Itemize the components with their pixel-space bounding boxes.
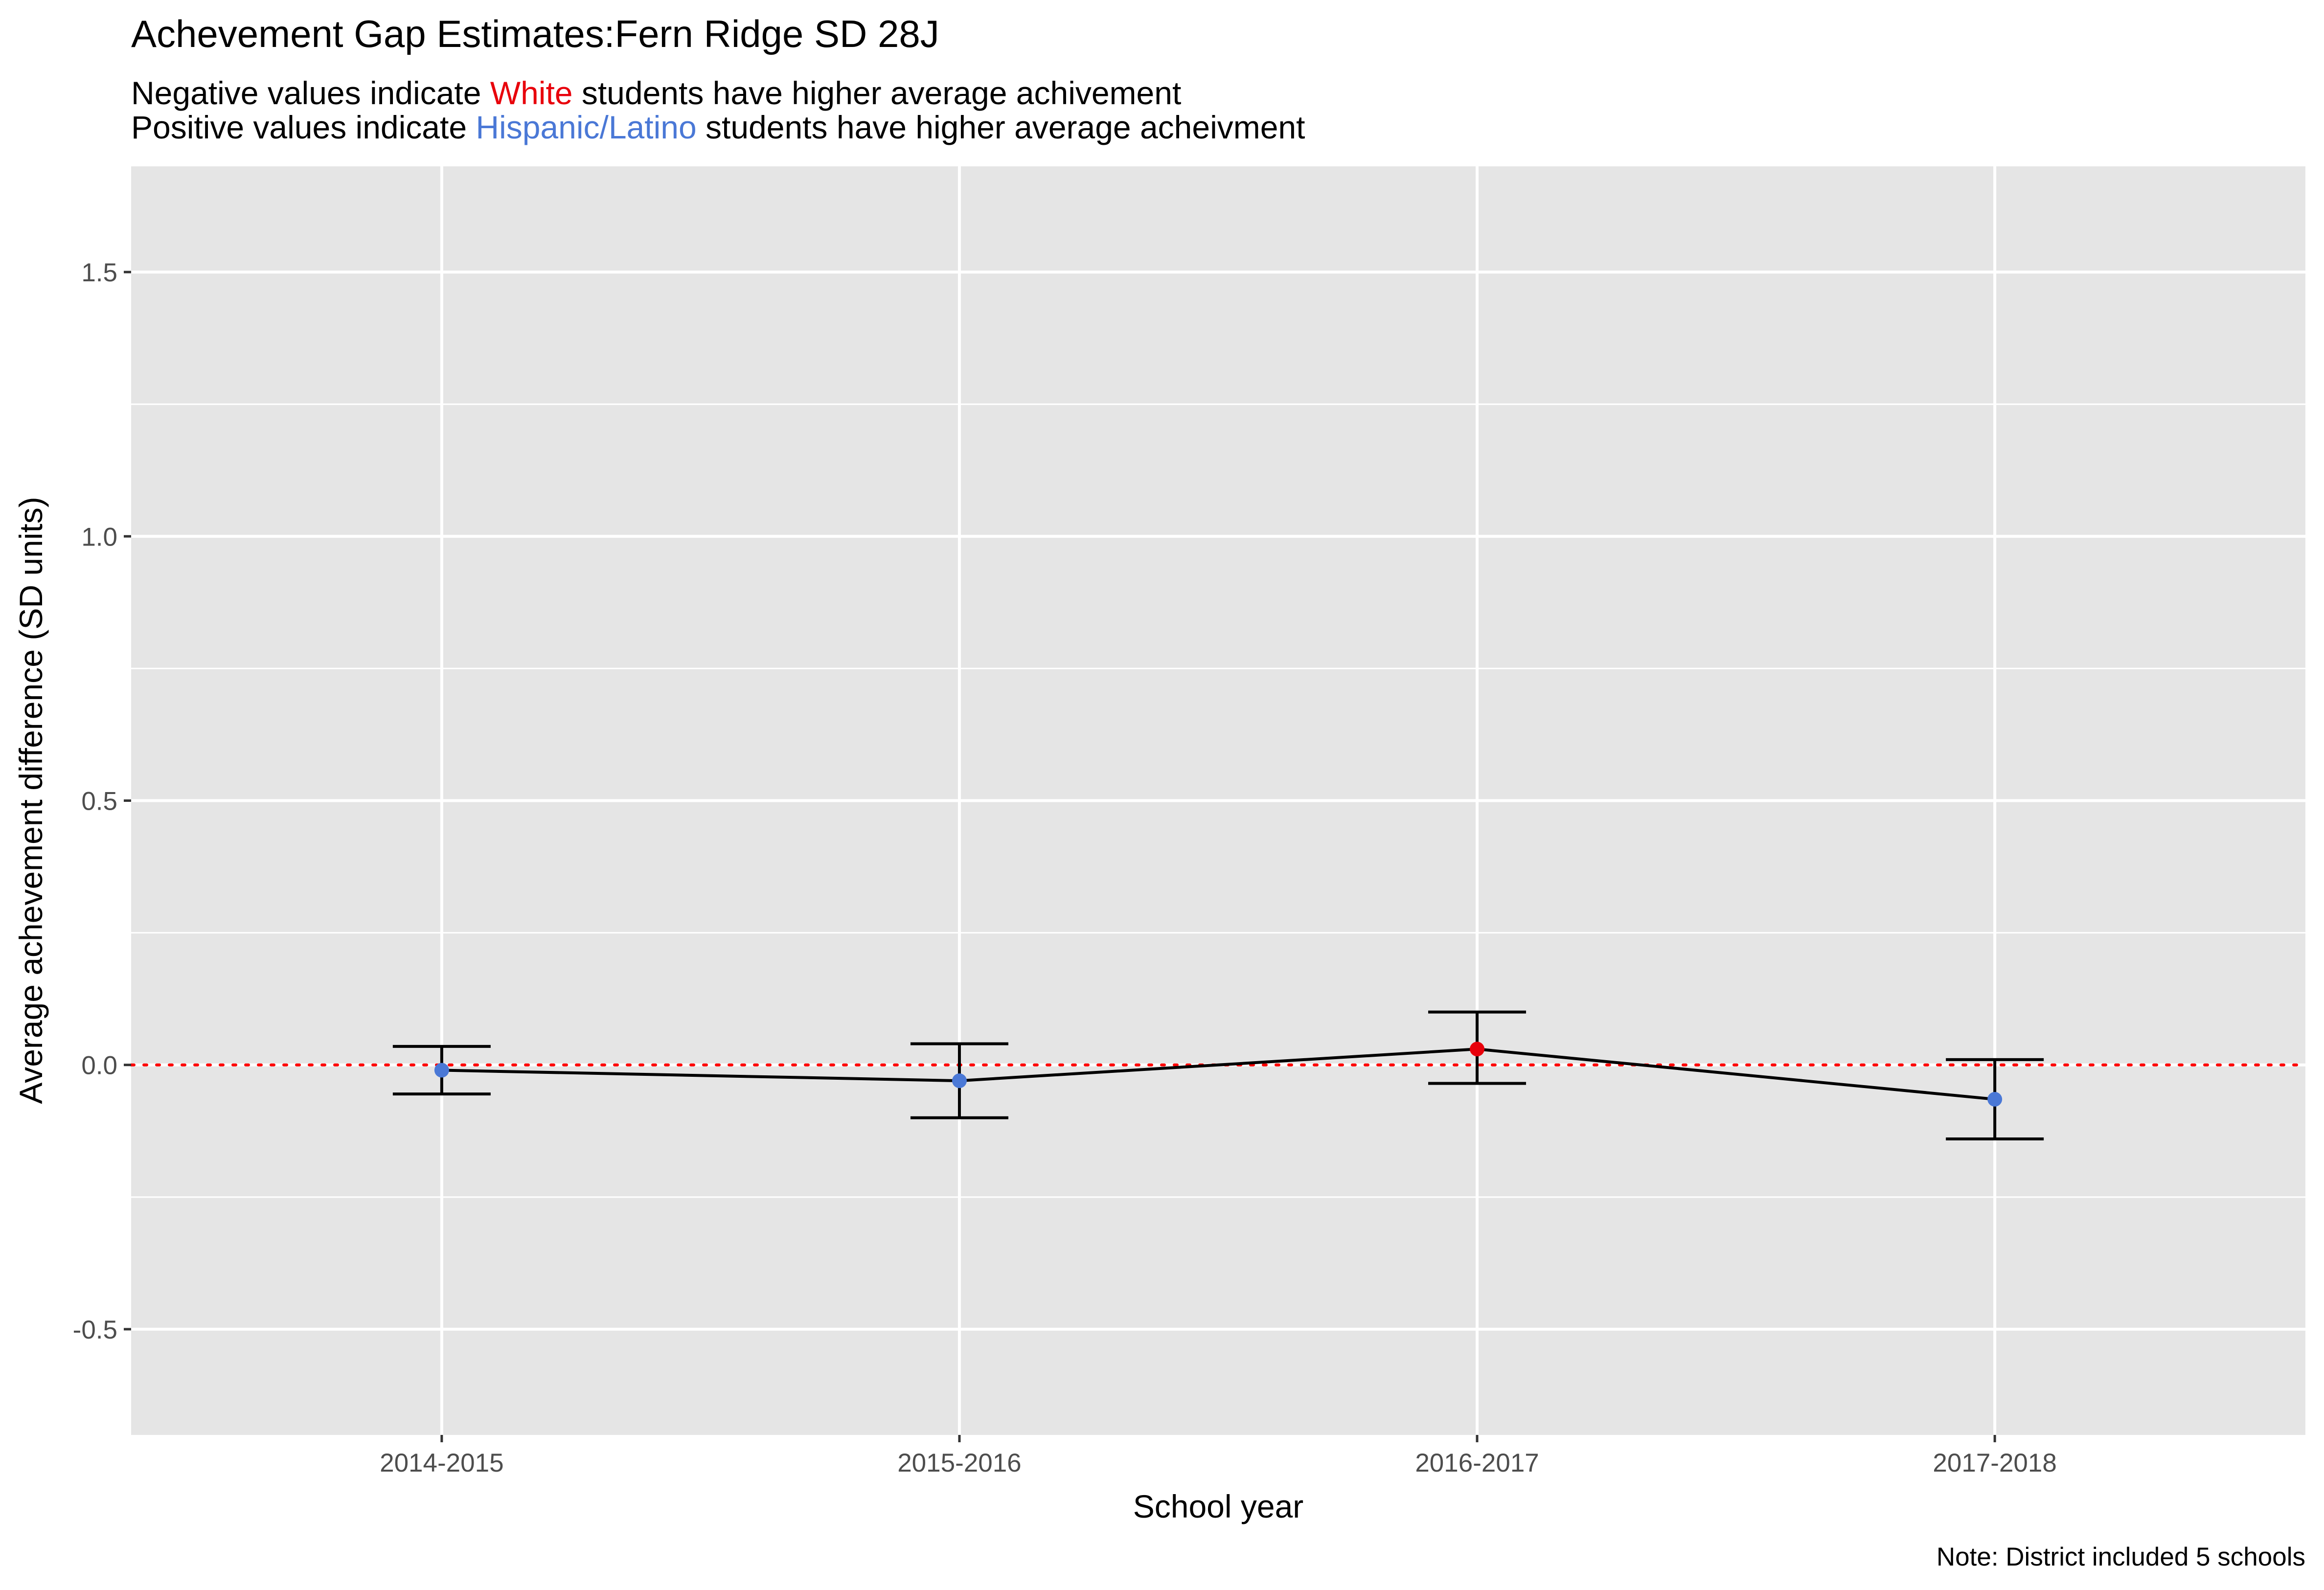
subtitle1-before: Negative values indicate	[131, 75, 490, 111]
x-tick-label: 2016-2017	[1415, 1449, 1539, 1477]
y-tick-label: 0.0	[81, 1051, 117, 1080]
series-line	[441, 1047, 1995, 1101]
series-layer	[392, 1010, 2044, 1140]
x-axis-title: School year	[1133, 1488, 1304, 1524]
data-point	[434, 1063, 449, 1078]
subtitle2-highlight-hispanic: Hispanic/Latino	[476, 109, 696, 145]
subtitle1-highlight-white: White	[490, 75, 573, 111]
grid	[131, 166, 2305, 1435]
chart-title: Achevement Gap Estimates:Fern Ridge SD 2…	[131, 12, 939, 55]
x-tick-label: 2014-2015	[380, 1449, 503, 1477]
y-tick-label: 0.5	[81, 787, 117, 816]
data-point	[952, 1073, 967, 1089]
caption-note: Note: District included 5 schools	[1937, 1543, 2305, 1571]
axes: -0.5 0.0 0.5 1.0 1.5 2014-2015 2015-2016 2016-2…	[73, 258, 2057, 1477]
subtitle2-after: students have higher average acheivment	[697, 109, 1305, 145]
chart-subtitle-line1: Negative values indicate White students …	[131, 75, 1181, 111]
y-tick-label: 1.5	[81, 258, 117, 287]
subtitle1-after: students have higher average achivement	[573, 75, 1182, 111]
x-tick-label: 2017-2018	[1933, 1449, 2056, 1477]
chart-subtitle-line2: Positive values indicate Hispanic/Latino…	[131, 109, 1305, 145]
y-tick-label: -0.5	[73, 1316, 117, 1344]
data-point	[1470, 1042, 1485, 1057]
data-point	[1987, 1091, 2003, 1107]
x-tick-label: 2015-2016	[897, 1449, 1021, 1477]
subtitle2-before: Positive values indicate	[131, 109, 476, 145]
y-axis-title: Average achevement difference (SD units)	[13, 497, 49, 1104]
y-tick-label: 1.0	[81, 522, 117, 551]
